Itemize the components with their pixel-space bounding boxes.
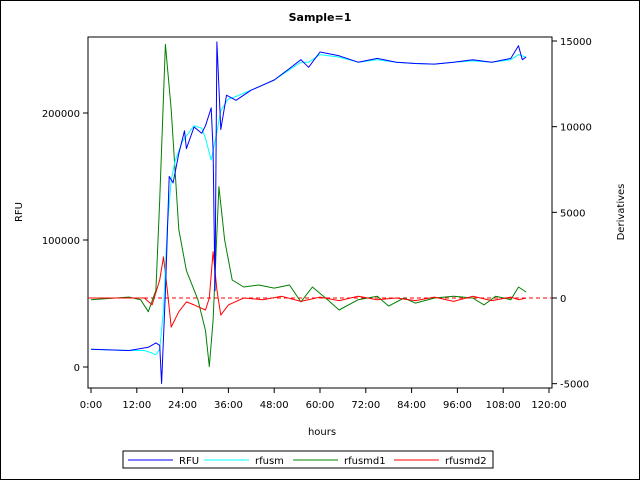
y-tick-label: 200000 [42,109,80,120]
series-line-rfusmd1 [90,43,527,367]
x-tick-label: 96:00 [443,400,472,411]
y-tick-label: 100000 [42,236,80,247]
y2-tick-label: 0 [560,294,566,305]
x-tick-label: 24:00 [168,400,197,411]
y2-tick-label: -5000 [560,380,589,391]
legend-label-rfusmd1: rfusmd1 [344,456,386,467]
y-axis-label: RFU [14,202,25,222]
x-tick-label: 12:00 [122,400,151,411]
y-tick-label: 0 [74,363,80,374]
plot-area [87,36,553,389]
x-tick-label: 108:00 [486,400,521,411]
chart-title: Sample=1 [289,11,352,24]
series-line-RFU [90,41,527,384]
legend-label-rfusm: rfusm [255,456,284,467]
x-axis-label: hours [308,427,336,438]
y2-axis-label: Derivatives [616,184,627,241]
legend-label-RFU: RFU [179,456,199,467]
y2-tick-label: 15000 [560,37,592,48]
x-tick-label: 48:00 [260,400,289,411]
x-tick-label: 36:00 [214,400,243,411]
x-tick-label: 72:00 [351,400,380,411]
legend: RFU rfusm rfusmd1 rfusmd2 [122,450,494,469]
x-tick-label: 0:00 [80,400,102,411]
legend-label-rfusmd2: rfusmd2 [445,456,487,467]
x-tick-label: 84:00 [397,400,426,411]
x-tick-label: 120:00 [531,400,566,411]
y2-tick-label: 10000 [560,123,592,134]
series-line-rfusmd2 [91,251,527,328]
series-line-rfusm [90,54,527,356]
y2-tick-label: 5000 [560,208,585,219]
x-tick-label: 60:00 [306,400,335,411]
